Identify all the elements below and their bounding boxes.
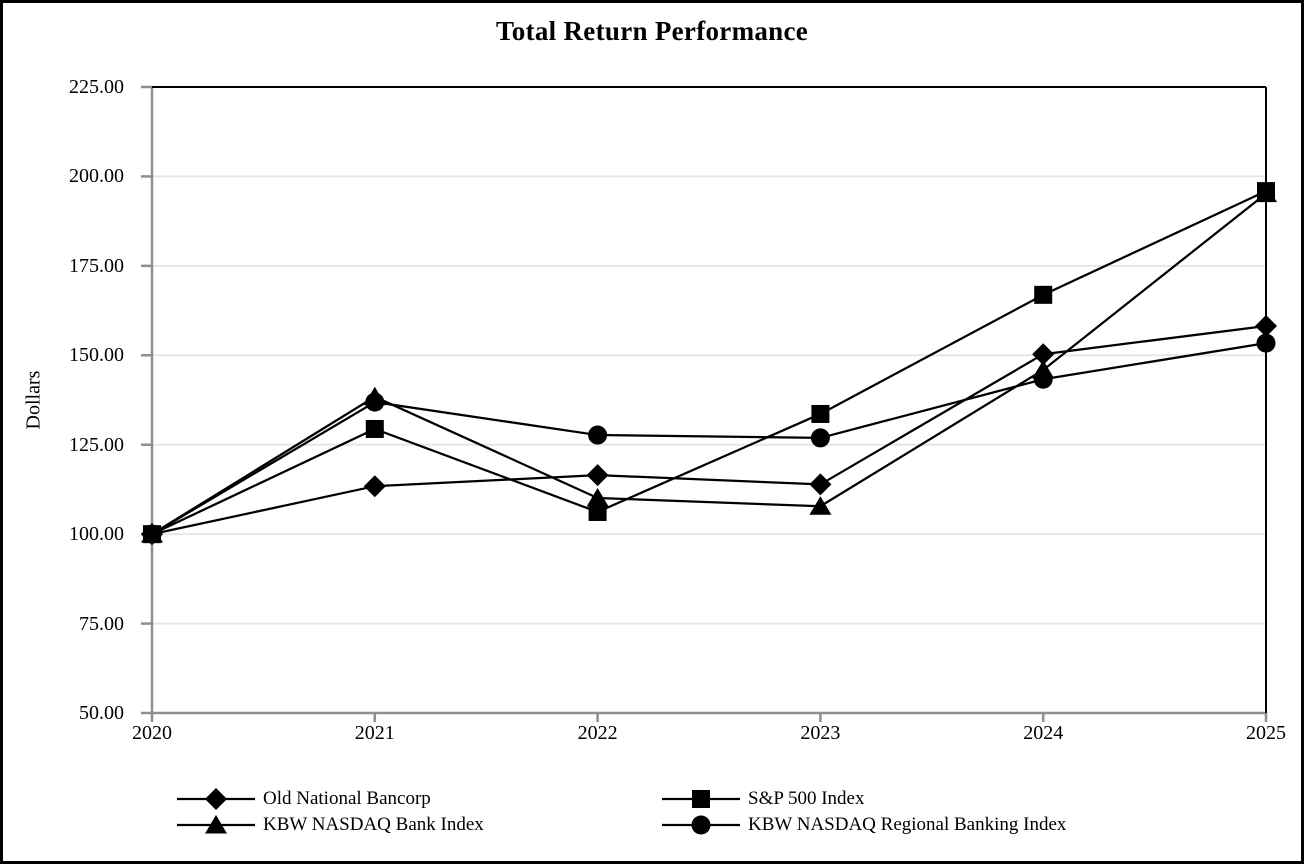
y-tick-label: 75.00 (79, 612, 124, 635)
diamond-marker-icon (363, 475, 386, 498)
square-marker-icon (588, 502, 607, 521)
legend-line-sample (177, 815, 255, 834)
diamond-marker-icon (809, 473, 832, 496)
diamond-marker-icon (205, 788, 227, 810)
circle-marker-icon (588, 425, 608, 445)
x-tick-label: 2022 (577, 722, 618, 744)
y-tick-label: 100.00 (69, 523, 124, 546)
diamond-marker-icon (1255, 314, 1277, 337)
legend-item-diamond: Old National Bancorp (176, 786, 431, 812)
legend-label: KBW NASDAQ Regional Banking Index (748, 814, 1067, 835)
y-tick-label: 225.00 (69, 76, 124, 98)
y-tick-label: 50.00 (79, 702, 124, 724)
chart-title: Total Return Performance (495, 16, 809, 46)
square-marker-icon (692, 790, 710, 808)
legend-line-sample (662, 815, 740, 835)
diamond-marker-icon (1032, 343, 1055, 366)
triangle-marker-icon (586, 488, 609, 507)
legend-item-square: S&P 500 Index (661, 786, 864, 812)
legend-label: S&P 500 Index (748, 788, 865, 809)
square-marker-icon (1034, 285, 1053, 304)
series-line-square (151, 190, 1267, 536)
square-marker-icon (1257, 182, 1275, 201)
series-markers-square (143, 182, 1275, 544)
triangle-marker-icon (809, 496, 832, 515)
triangle-marker-icon (1032, 359, 1055, 379)
series-markers-triangle (141, 183, 1277, 543)
circle-marker-icon (1256, 333, 1276, 353)
triangle-marker-icon (363, 386, 386, 406)
legend-line-sample (177, 788, 255, 810)
y-tick-label: 150.00 (69, 344, 124, 367)
triangle-marker-icon (205, 815, 227, 834)
series-line-circle (151, 342, 1267, 536)
diamond-marker-icon (586, 464, 609, 487)
square-marker-icon (143, 525, 161, 544)
circle-marker-icon (691, 815, 711, 835)
y-tick-label: 175.00 (69, 254, 124, 277)
y-tick-label: 200.00 (69, 165, 124, 188)
series-line-diamond (151, 324, 1267, 536)
legend-label: KBW NASDAQ Bank Index (263, 814, 484, 835)
x-tick-label: 2020 (132, 722, 172, 744)
axis-ticks (141, 85, 1268, 722)
x-tick-label: 2023 (800, 722, 841, 744)
y-tick-label: 125.00 (69, 433, 124, 456)
gridlines (152, 175, 1266, 625)
x-tick-label: 2021 (354, 722, 395, 744)
series-markers-diamond (141, 314, 1277, 546)
x-tick-label: 2024 (1023, 722, 1064, 744)
legend-line-sample (662, 790, 740, 808)
legend-label: Old National Bancorp (263, 788, 431, 809)
square-marker-icon (365, 419, 384, 438)
legend-item-circle: KBW NASDAQ Regional Banking Index (661, 812, 1066, 838)
x-tick-label: 2025 (1246, 722, 1286, 744)
square-marker-icon (811, 404, 830, 423)
series-line-triangle (151, 192, 1267, 536)
circle-marker-icon (810, 428, 830, 448)
legend-item-triangle: KBW NASDAQ Bank Index (176, 812, 484, 838)
axis-lines (150, 86, 1267, 715)
